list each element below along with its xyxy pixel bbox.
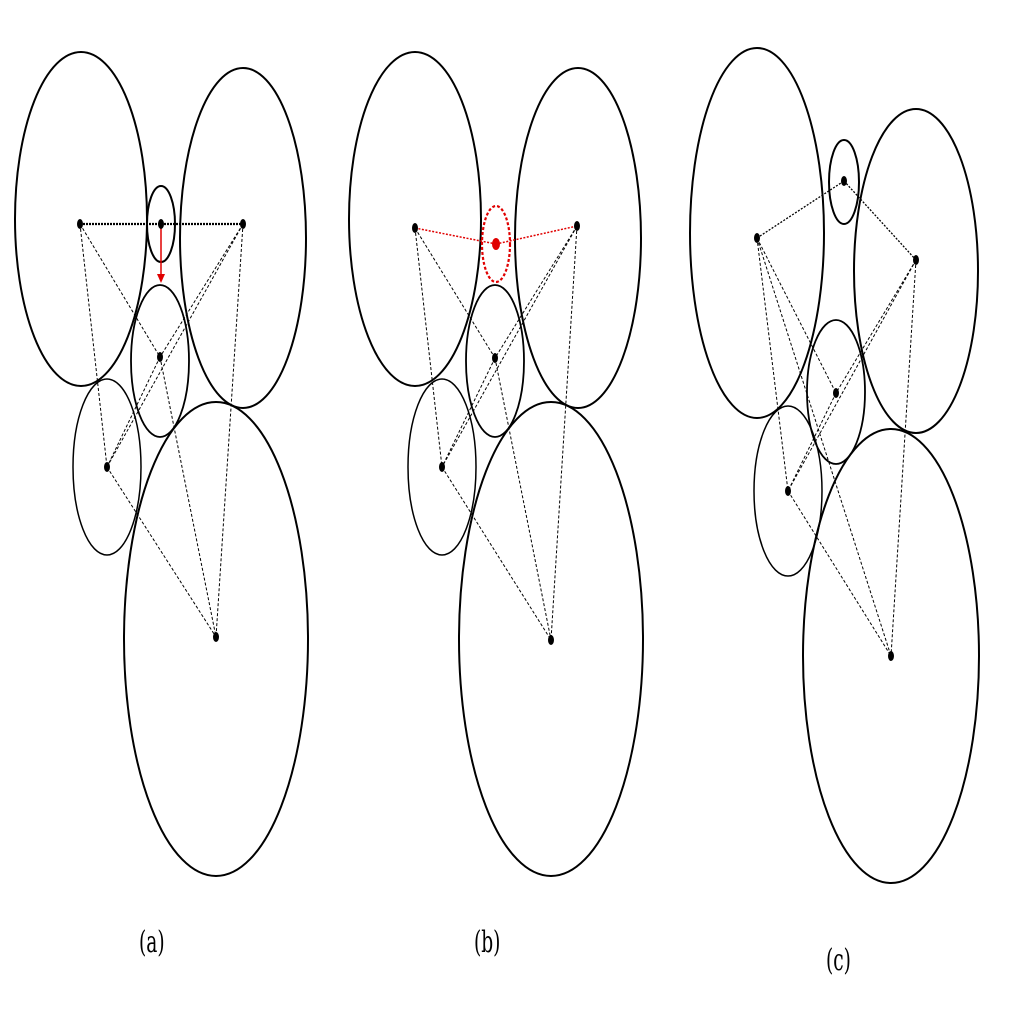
removed-vertex-b: [492, 238, 500, 250]
panel-a: [14, 51, 309, 877]
disk-c-bottom: [802, 428, 980, 884]
disk-b-removed: [480, 204, 512, 284]
edges-c-dotted-top: [756, 180, 917, 261]
vertices-c: [754, 176, 919, 661]
disk-a-middle: [130, 284, 190, 438]
disk-b-bottom: [458, 401, 644, 877]
panel-b: [348, 51, 644, 877]
disk-a-top-left: [14, 51, 148, 387]
disk-c-small-top: [828, 139, 860, 225]
panel-label-b: (b): [474, 925, 501, 960]
disk-c-lower-left: [753, 405, 823, 577]
disk-a-top-right: [179, 67, 307, 409]
disk-b-top-left: [348, 51, 482, 387]
move-arrow-a: [157, 226, 165, 283]
edges-a-dashed: [79, 223, 244, 638]
panel-label-c: (c): [826, 943, 851, 978]
disk-a-bottom: [123, 401, 309, 877]
panel-c: [689, 47, 980, 884]
disk-c-middle: [806, 319, 866, 465]
disk-c-top-right: [853, 108, 979, 434]
disk-c-top-left: [689, 47, 825, 419]
edges-c-dashed: [756, 237, 917, 657]
edges-b-dashed: [414, 225, 578, 641]
disk-b-lower-left: [407, 378, 477, 556]
disk-b-top-right: [514, 67, 642, 409]
disk-a-lower-left: [72, 378, 142, 556]
vertices-b: [412, 221, 580, 645]
panel-label-a: (a): [139, 925, 165, 960]
vertices-a: [77, 219, 246, 642]
disk-b-middle: [465, 284, 525, 438]
